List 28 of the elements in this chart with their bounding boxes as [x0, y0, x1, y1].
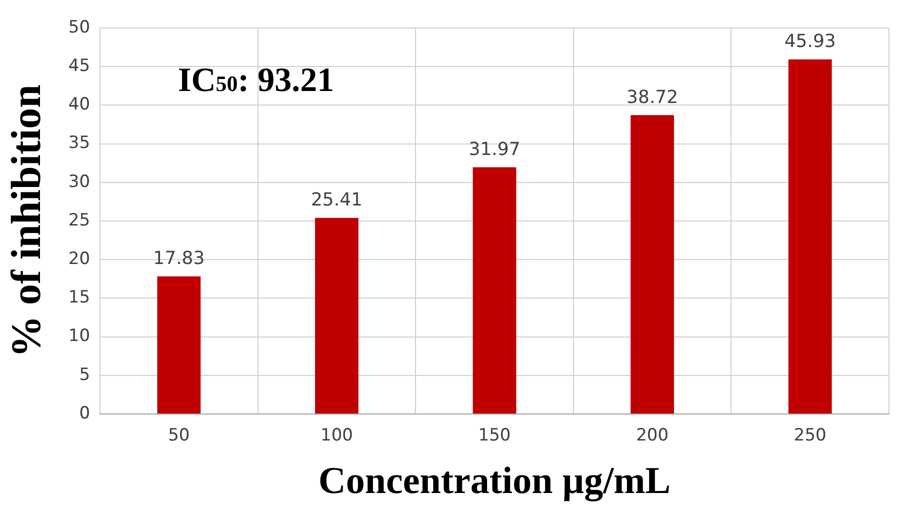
y-tick-label: 25: [68, 210, 90, 230]
data-label: 38.72: [626, 86, 678, 108]
y-tick-label: 5: [79, 364, 90, 385]
x-tick-label: 150: [478, 426, 511, 446]
y-tick-label: 35: [68, 133, 90, 154]
x-axis-title: Concentration µg/mL: [318, 460, 671, 502]
y-tick-label: 15: [68, 288, 90, 308]
x-tick-label: 200: [636, 426, 669, 446]
bar: [472, 167, 516, 414]
data-label: 17.83: [153, 248, 205, 270]
bar: [630, 115, 674, 414]
y-tick-label: 45: [68, 56, 90, 76]
bar: [788, 59, 832, 414]
y-tick-label: 0: [79, 403, 90, 424]
y-tick-label: 30: [68, 172, 90, 192]
data-label: 31.97: [468, 138, 520, 160]
data-label: 25.41: [310, 190, 362, 211]
data-label: 45.93: [784, 31, 836, 52]
y-tick-label: 50: [68, 17, 90, 38]
y-tick-label: 40: [68, 94, 90, 115]
y-tick-label: 10: [68, 326, 90, 346]
x-tick-label: 250: [794, 426, 826, 446]
y-axis-title: % of inhibition: [4, 84, 50, 358]
y-tick-label: 20: [68, 249, 90, 270]
x-tick-label: 50: [168, 426, 190, 446]
bar: [315, 218, 358, 414]
bar: [157, 276, 201, 414]
x-tick-label: 100: [320, 426, 353, 446]
